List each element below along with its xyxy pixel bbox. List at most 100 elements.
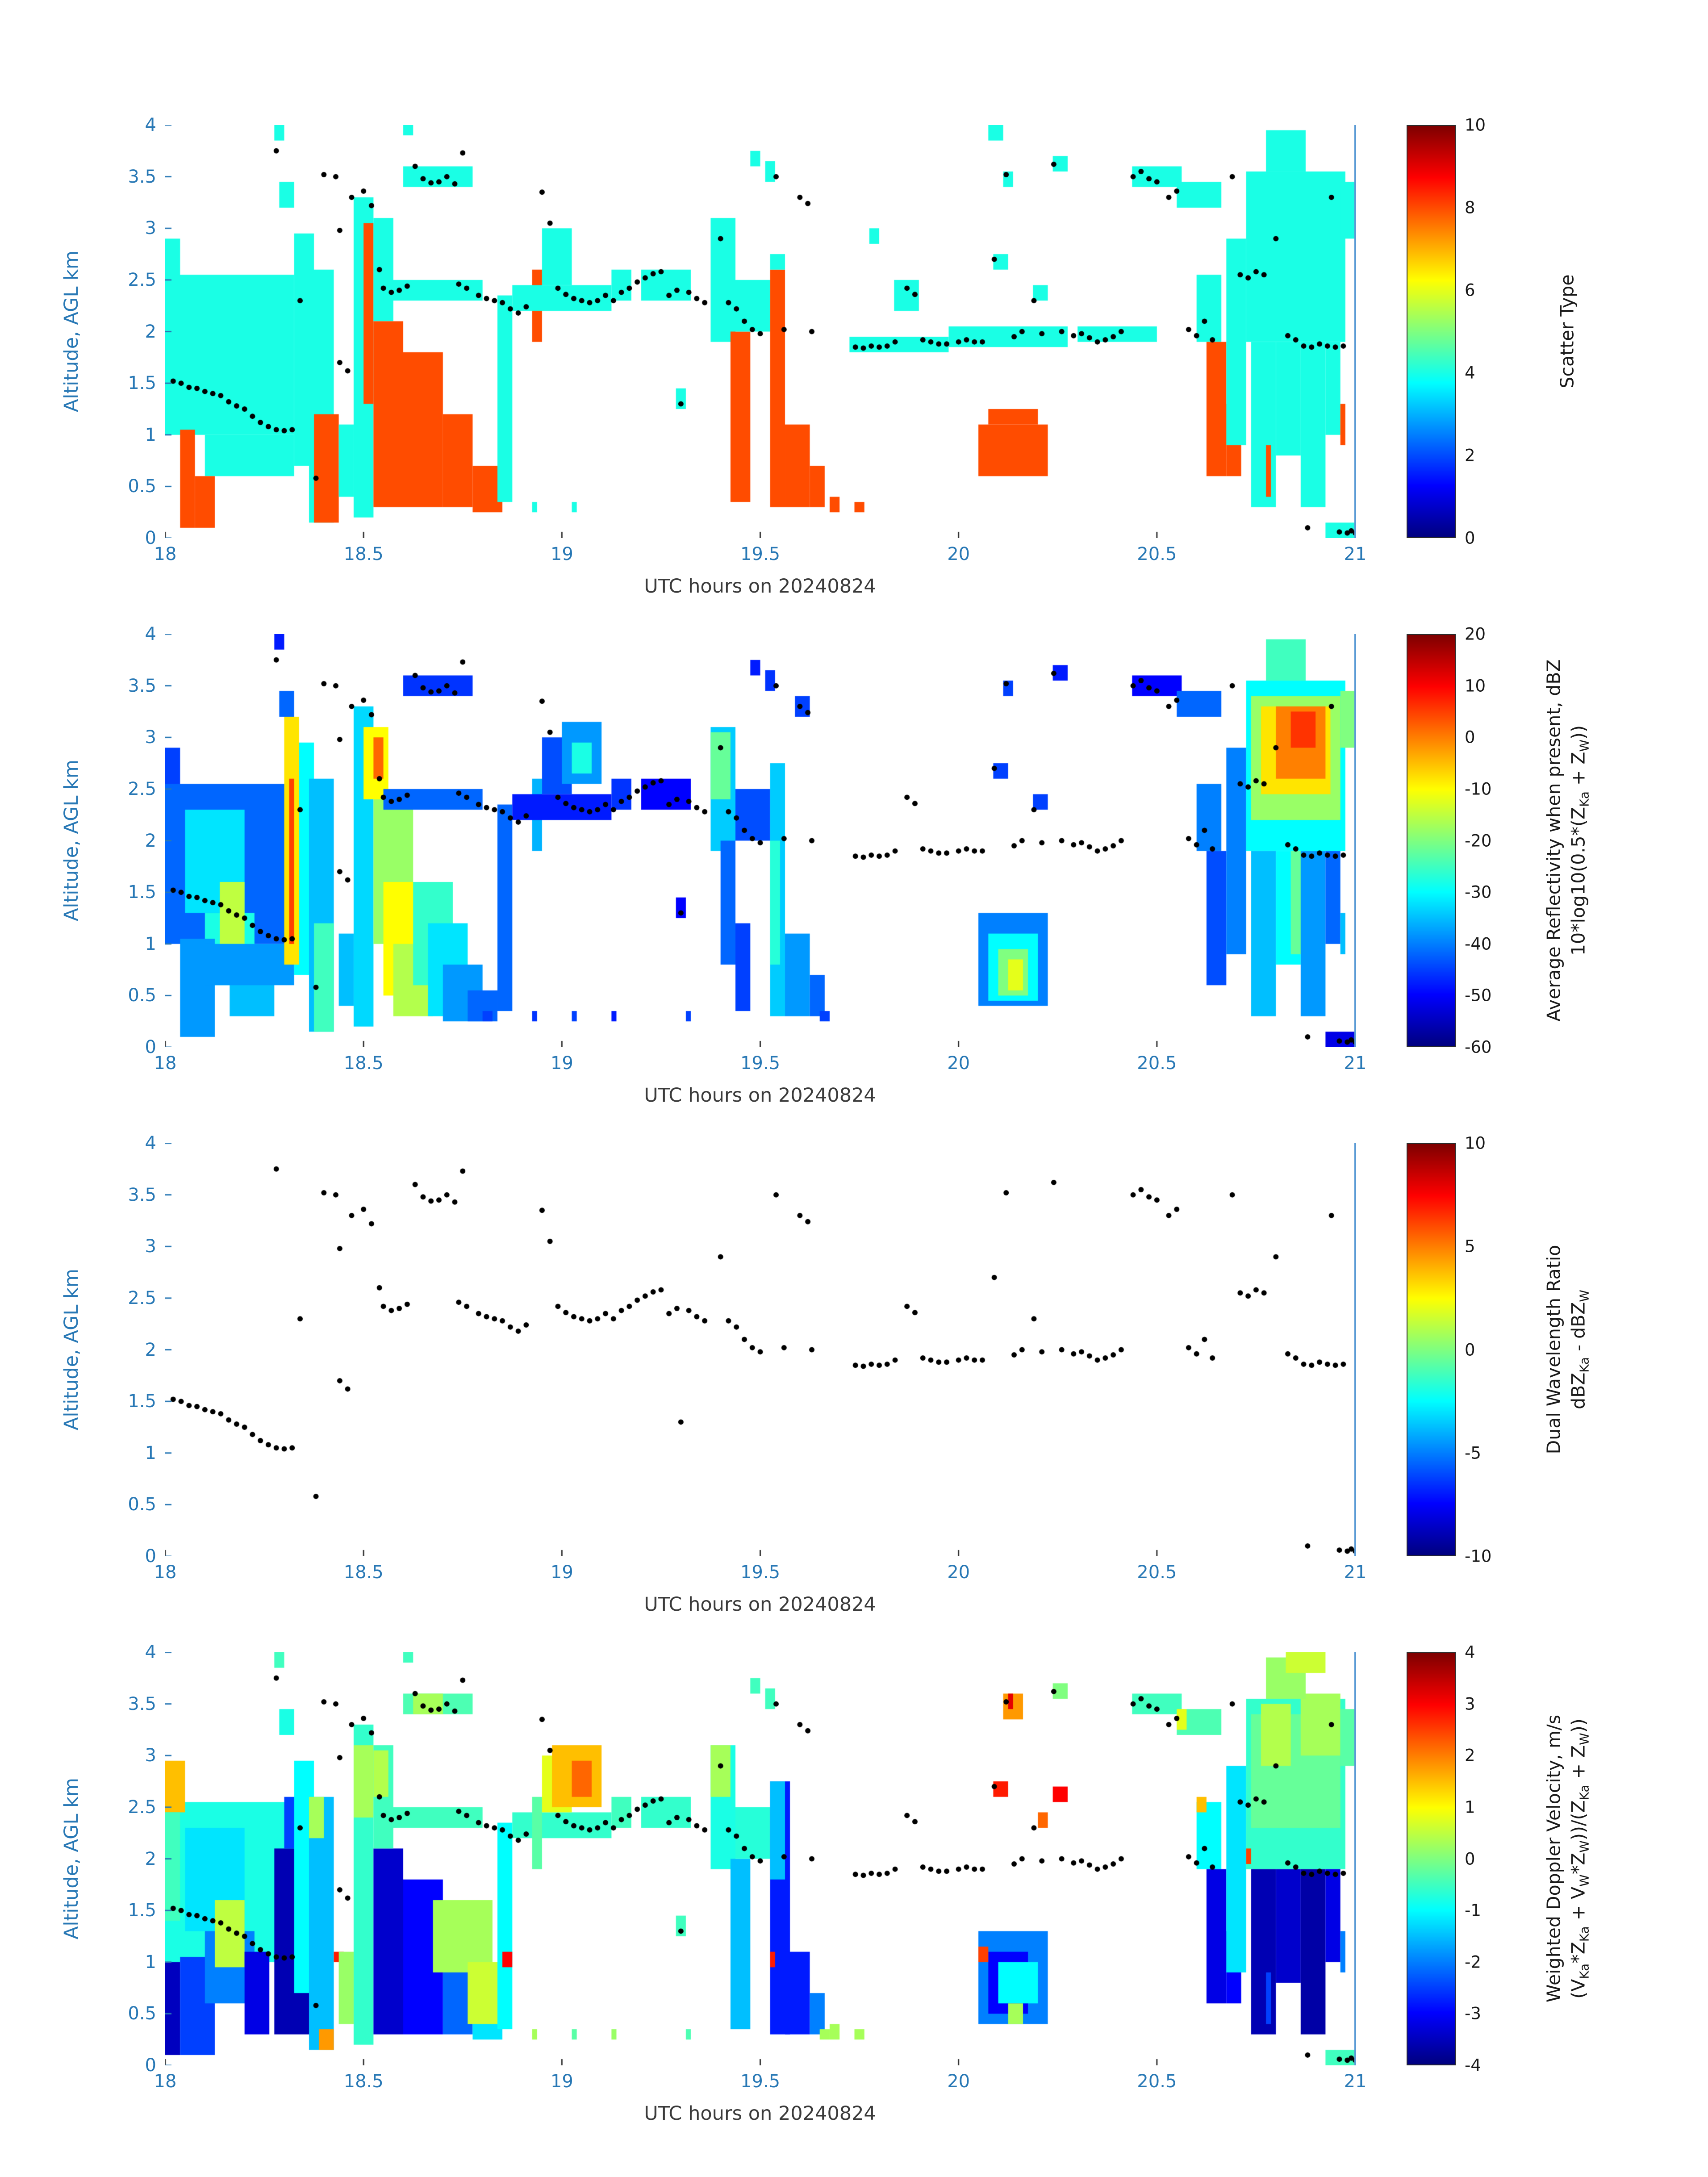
- y-tick-label: 0: [145, 1037, 156, 1057]
- colorbar-tick-label: 2: [1465, 446, 1475, 465]
- y-tick-label: 0: [145, 1546, 156, 1567]
- colorbar-tick-label: -5: [1465, 1443, 1481, 1463]
- colorbar-label-line: Average Reflectivity when present, dBZ: [1543, 659, 1565, 1022]
- plot-area-dual-wavelength-ratio: [165, 1143, 1356, 1556]
- colorbar-label: Dual Wavelength Ratio dBZKa - dBZW: [1541, 1245, 1593, 1454]
- x-tick-label: 19: [550, 2071, 573, 2092]
- colorbar-tick-label: -40: [1465, 934, 1492, 954]
- x-tick-label: 20: [947, 2071, 970, 2092]
- plot-area-weighted-doppler-velocity: [165, 1652, 1356, 2065]
- x-tick-label: 19: [550, 1562, 573, 1583]
- y-tick-label: 3.5: [128, 1693, 156, 1714]
- y-tick-label: 4: [145, 624, 156, 644]
- heatmap-canvas-scatter-type: [165, 125, 1355, 538]
- y-tick-labels: 0 0.5 1 1.5 2 2.5 3 3.5 4: [71, 1642, 156, 2076]
- colorbar-label-line: Dual Wavelength Ratio: [1543, 1245, 1565, 1454]
- x-tick-label: 20: [947, 544, 970, 564]
- y-tick-label: 1: [145, 1442, 156, 1463]
- plot-right-edge: [1354, 125, 1356, 538]
- colorbar-weighted-doppler-velocity: [1407, 1652, 1456, 2065]
- y-tick-label: 3.5: [128, 1184, 156, 1205]
- x-tick-label: 20.5: [1137, 1053, 1177, 1074]
- x-tick-label: 19.5: [740, 1562, 781, 1583]
- colorbar-label-line: Weighted Doppler Velocity, m/s: [1543, 1714, 1565, 2003]
- x-tick-label: 19.5: [740, 544, 781, 564]
- x-tick-label: 21: [1344, 1053, 1367, 1074]
- x-tick-label: 19: [550, 1053, 573, 1074]
- colorbar-tick-label: 4: [1465, 1642, 1475, 1662]
- y-tick-label: 3: [145, 727, 156, 748]
- y-tick-label: 1.5: [128, 882, 156, 903]
- x-tick-label: 19: [550, 544, 573, 564]
- y-tick-label: 0.5: [128, 985, 156, 1006]
- y-tick-label: 0.5: [128, 476, 156, 497]
- y-tick-label: 1: [145, 1951, 156, 1972]
- colorbar-tick-label: -60: [1465, 1037, 1492, 1057]
- x-tick-label: 21: [1344, 2071, 1367, 2092]
- colorbar-label: Scatter Type: [1555, 274, 1579, 388]
- y-tick-label: 2.5: [128, 1287, 156, 1308]
- colorbar-label: Average Reflectivity when present, dBZ 10…: [1541, 659, 1593, 1021]
- colorbar-tick-labels: 0 2 4 6 8 10: [1465, 116, 1541, 548]
- y-tick-label: 1: [145, 424, 156, 445]
- x-tick-label: 18: [154, 544, 177, 564]
- colorbar-tick-labels: 20 10 0 -10 -20 -30 -40 -50 -60: [1465, 625, 1541, 1057]
- colorbar-gradient: [1407, 126, 1455, 537]
- x-axis-label: UTC hours on 20240824: [644, 575, 876, 598]
- x-tick-label: 20.5: [1137, 1562, 1177, 1583]
- y-tick-label: 0: [145, 2055, 156, 2076]
- x-axis-label: UTC hours on 20240824: [644, 2102, 876, 2125]
- colorbar-tick-labels: 10 5 0 -5 -10: [1465, 1134, 1541, 1566]
- x-tick-label: 19.5: [740, 1053, 781, 1074]
- panel-dual-wavelength-ratio: Altitude, AGL km 0 0.5 1 1.5 2 2.5 3 3.5 4 18 18.…: [0, 1133, 1708, 1652]
- x-tick-label: 18: [154, 2071, 177, 2092]
- colorbar-tick-labels: 4 3 2 1 0 -1 -2 -3 -4: [1465, 1643, 1541, 2075]
- x-tick-label: 21: [1344, 1562, 1367, 1583]
- y-tick-label: 2: [145, 321, 156, 342]
- y-tick-label: 2.5: [128, 269, 156, 290]
- colorbar-tick-label: 0: [1465, 727, 1475, 747]
- colorbar-tick-label: -30: [1465, 882, 1492, 902]
- colorbar-gradient: [1407, 635, 1455, 1046]
- colorbar-tick-label: 0: [1465, 528, 1475, 548]
- colorbar-tick-label: -4: [1465, 2056, 1481, 2075]
- y-tick-label: 0: [145, 528, 156, 548]
- y-tick-label: 4: [145, 115, 156, 135]
- x-tick-labels: 18 18.5 19 19.5 20 20.5 21: [154, 2071, 1367, 2098]
- colorbar-gradient: [1407, 1653, 1455, 2064]
- y-tick-label: 3: [145, 218, 156, 239]
- colorbar-tick-label: 8: [1465, 198, 1475, 217]
- colorbar-tick-label: -1: [1465, 1901, 1481, 1920]
- heatmap-canvas-average-reflectivity: [165, 634, 1355, 1047]
- x-tick-labels: 18 18.5 19 19.5 20 20.5 21: [154, 1053, 1367, 1080]
- plot-right-edge: [1354, 1652, 1356, 2065]
- panel-weighted-doppler-velocity: Altitude, AGL km 0 0.5 1 1.5 2 2.5 3 3.5 4 18 18.…: [0, 1642, 1708, 2161]
- y-tick-labels: 0 0.5 1 1.5 2 2.5 3 3.5 4: [71, 115, 156, 548]
- plot-area-scatter-type: [165, 125, 1356, 538]
- colorbar-tick-label: 10: [1465, 1133, 1486, 1153]
- plot-right-edge: [1354, 1143, 1356, 1556]
- colorbar-gradient: [1407, 1144, 1455, 1555]
- colorbar-scatter-type: [1407, 125, 1456, 538]
- y-tick-label: 2: [145, 1339, 156, 1360]
- y-tick-label: 3: [145, 1745, 156, 1766]
- colorbar-label-line: 10*log10(0.5*(ZKa + ZW)): [1567, 725, 1592, 956]
- colorbar-tick-label: 20: [1465, 624, 1486, 644]
- colorbar-tick-label: -20: [1465, 831, 1492, 850]
- colorbar-tick-label: -3: [1465, 2004, 1481, 2023]
- x-tick-label: 18.5: [343, 1562, 384, 1583]
- y-tick-label: 1.5: [128, 1391, 156, 1412]
- colorbar-tick-label: 5: [1465, 1237, 1475, 1256]
- colorbar-tick-label: -10: [1465, 779, 1492, 799]
- plot-right-edge: [1354, 634, 1356, 1047]
- colorbar-label-line: (VKa*ZKa + VW*ZW))/(ZKa + ZW)): [1567, 1718, 1592, 1999]
- colorbar-label-line: Scatter Type: [1556, 274, 1578, 389]
- colorbar-tick-label: 6: [1465, 280, 1475, 300]
- x-tick-label: 20.5: [1137, 544, 1177, 564]
- y-tick-label: 4: [145, 1642, 156, 1663]
- x-tick-label: 18: [154, 1562, 177, 1583]
- panel-average-reflectivity: Altitude, AGL km 0 0.5 1 1.5 2 2.5 3 3.5 4 18 18.…: [0, 624, 1708, 1143]
- colorbar-tick-label: 4: [1465, 363, 1475, 383]
- y-tick-labels: 0 0.5 1 1.5 2 2.5 3 3.5 4: [71, 1133, 156, 1567]
